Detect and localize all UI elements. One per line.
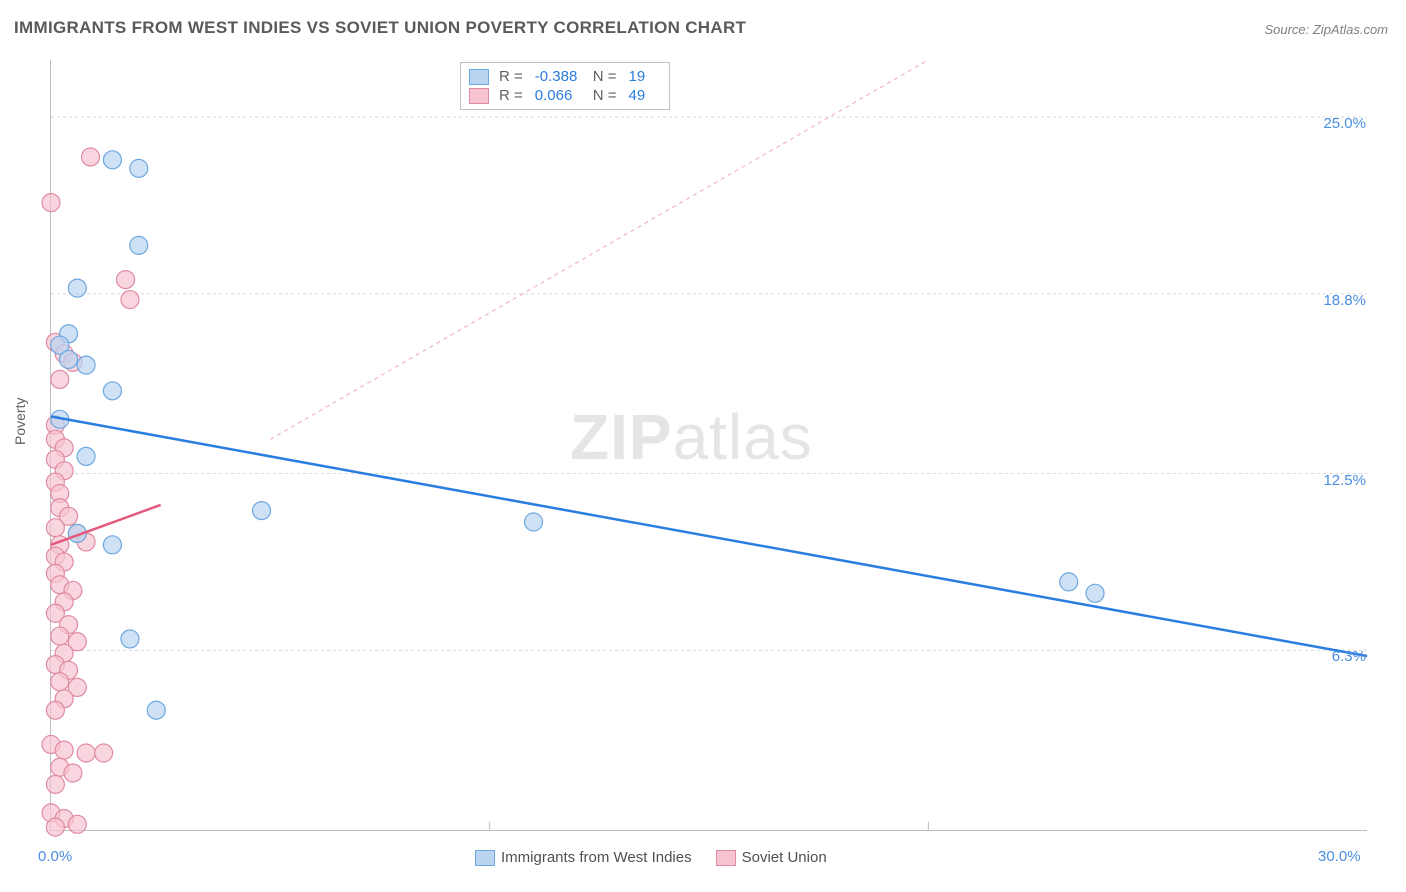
- plot-area: [50, 60, 1367, 831]
- data-point: [46, 519, 64, 537]
- y-tick-label: 6.3%: [1306, 648, 1366, 665]
- data-point: [77, 744, 95, 762]
- data-point: [130, 159, 148, 177]
- chart-svg: [51, 60, 1367, 830]
- data-point: [103, 151, 121, 169]
- legend-series: Immigrants from West Indies Soviet Union: [475, 849, 827, 866]
- source-label: Source: ZipAtlas.com: [1264, 22, 1388, 37]
- legend-item: Immigrants from West Indies: [475, 849, 692, 866]
- legend-swatch: [716, 850, 736, 866]
- data-point: [1086, 584, 1104, 602]
- r-label: R =: [499, 87, 523, 104]
- legend-swatch: [469, 69, 489, 85]
- data-point: [60, 350, 78, 368]
- data-point: [103, 382, 121, 400]
- x-tick-label-max: 30.0%: [1318, 848, 1361, 865]
- data-point: [68, 279, 86, 297]
- data-point: [121, 291, 139, 309]
- y-tick-label: 12.5%: [1306, 472, 1366, 489]
- data-point: [130, 236, 148, 254]
- data-point: [121, 630, 139, 648]
- data-point: [55, 741, 73, 759]
- data-point: [51, 627, 69, 645]
- n-label: N =: [593, 87, 617, 104]
- data-point: [51, 370, 69, 388]
- y-tick-label: 25.0%: [1306, 115, 1366, 132]
- legend-row: R = 0.066 N = 49: [469, 86, 657, 105]
- data-point: [147, 701, 165, 719]
- data-point: [117, 271, 135, 289]
- data-point: [68, 815, 86, 833]
- data-point: [51, 673, 69, 691]
- data-point: [95, 744, 113, 762]
- r-value: -0.388: [535, 68, 583, 85]
- legend-label: Immigrants from West Indies: [501, 849, 692, 866]
- legend-swatch: [469, 88, 489, 104]
- data-point: [253, 502, 271, 520]
- data-point: [103, 536, 121, 554]
- chart-title: IMMIGRANTS FROM WEST INDIES VS SOVIET UN…: [14, 18, 746, 38]
- r-label: R =: [499, 68, 523, 85]
- data-point: [42, 194, 60, 212]
- legend-item: Soviet Union: [716, 849, 827, 866]
- data-point: [77, 447, 95, 465]
- y-tick-label: 18.8%: [1306, 292, 1366, 309]
- legend-swatch: [475, 850, 495, 866]
- data-point: [81, 148, 99, 166]
- n-label: N =: [593, 68, 617, 85]
- n-value: 19: [629, 68, 657, 85]
- data-point: [525, 513, 543, 531]
- legend-row: R = -0.388 N = 19: [469, 67, 657, 86]
- y-axis-title: Poverty: [12, 398, 28, 445]
- legend-label: Soviet Union: [742, 849, 827, 866]
- legend-correlation: R = -0.388 N = 19 R = 0.066 N = 49: [460, 62, 670, 110]
- data-point: [64, 764, 82, 782]
- n-value: 49: [629, 87, 657, 104]
- r-value: 0.066: [535, 87, 583, 104]
- data-point: [77, 356, 95, 374]
- data-point: [1060, 573, 1078, 591]
- data-point: [46, 701, 64, 719]
- data-point: [46, 818, 64, 836]
- trend-line-blue: [51, 416, 1367, 656]
- x-tick-label-min: 0.0%: [38, 848, 72, 865]
- data-point: [46, 775, 64, 793]
